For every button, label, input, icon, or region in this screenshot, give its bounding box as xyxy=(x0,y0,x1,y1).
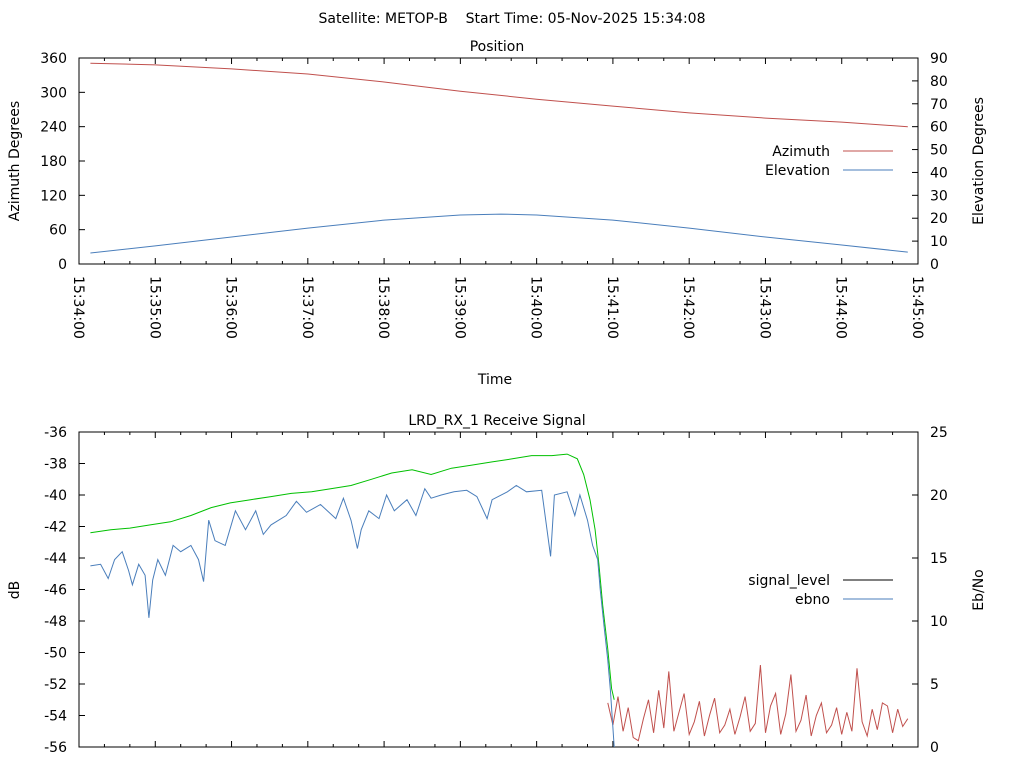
y2-tick-label: 20 xyxy=(930,488,948,504)
figure-title: Satellite: METOP-B Start Time: 05-Nov-202… xyxy=(319,11,706,27)
plot-frame xyxy=(78,57,919,265)
x-tick-label: 15:40:00 xyxy=(528,276,544,339)
y-tick-label: 0 xyxy=(58,257,67,273)
y2-tick-label: 5 xyxy=(930,677,939,693)
elevation-axis-label: Elevation Degrees xyxy=(971,97,987,225)
y-tick-label: -44 xyxy=(44,551,67,567)
y-tick-label: -52 xyxy=(44,677,67,693)
x-tick-label: 15:39:00 xyxy=(451,276,467,339)
x-tick-label: 15:35:00 xyxy=(146,276,162,339)
x-tick-label: 15:41:00 xyxy=(604,276,620,339)
y2-tick-label: 90 xyxy=(930,51,948,67)
y-tick-label: 240 xyxy=(40,120,67,136)
y-tick-label: 360 xyxy=(40,51,67,67)
position-title: Position xyxy=(470,39,525,55)
y-tick-label: -46 xyxy=(44,583,67,599)
y2-tick-label: 0 xyxy=(930,257,939,273)
x-tick-label: 15:36:00 xyxy=(223,276,239,339)
y2-tick-label: 30 xyxy=(930,188,948,204)
y-tick-label: -50 xyxy=(44,646,67,662)
y-tick-label: 120 xyxy=(40,188,67,204)
satellite-name: Satellite: METOP-B xyxy=(319,11,448,27)
y2-tick-label: 40 xyxy=(930,165,948,181)
ebno-axis-label: Eb/No xyxy=(971,569,987,611)
y2-tick-label: 50 xyxy=(930,143,948,159)
x-tick-label: 15:42:00 xyxy=(680,276,696,339)
legend-ebno: ebno xyxy=(795,592,830,608)
y2-tick-label: 10 xyxy=(930,614,948,630)
y-tick-label: -56 xyxy=(44,740,67,756)
y2-tick-label: 25 xyxy=(930,425,948,441)
y-tick-label: 180 xyxy=(40,154,67,170)
y-tick-label: 300 xyxy=(40,85,67,101)
y-tick-label: -38 xyxy=(44,457,67,473)
y2-tick-label: 20 xyxy=(930,211,948,227)
y2-tick-label: 80 xyxy=(930,74,948,90)
y2-tick-label: 0 xyxy=(930,740,939,756)
y2-tick-label: 15 xyxy=(930,551,948,567)
elevation-line xyxy=(90,213,908,254)
azimuth-axis-label: Azimuth Degrees xyxy=(7,101,23,221)
plot-frame xyxy=(78,431,919,748)
legend-signal-level: signal_level xyxy=(748,573,830,589)
y2-tick-label: 60 xyxy=(930,120,948,136)
azimuth-line xyxy=(90,62,908,128)
db-axis-label: dB xyxy=(7,581,23,600)
x-tick-label: 15:38:00 xyxy=(375,276,391,339)
x-tick-label: 15:45:00 xyxy=(909,276,925,339)
ebno-line xyxy=(90,484,615,748)
x-tick-label: 15:34:00 xyxy=(70,276,86,339)
x-tick-label: 15:44:00 xyxy=(833,276,849,339)
y-tick-label: -42 xyxy=(44,520,67,536)
legend-elevation: Elevation xyxy=(765,163,830,179)
position-chart: Position Azimuth Degrees Elevation Degre… xyxy=(7,39,987,388)
start-time: Start Time: 05-Nov-2025 15:34:08 xyxy=(466,11,706,27)
y2-tick-label: 70 xyxy=(930,97,948,113)
time-axis-label: Time xyxy=(477,372,512,388)
y-tick-label: -48 xyxy=(44,614,67,630)
signal-level-line xyxy=(90,453,615,700)
y-tick-label: -40 xyxy=(44,488,67,504)
y-tick-label: 60 xyxy=(49,223,67,239)
noise-line xyxy=(607,665,909,742)
y-tick-label: -36 xyxy=(44,425,67,441)
legend-azimuth: Azimuth xyxy=(772,144,830,160)
position-legend: Azimuth Elevation xyxy=(765,144,893,179)
receive-signal-chart: LRD_RX_1 Receive Signal dB Eb/No -56 -54 -… xyxy=(7,413,987,756)
x-tick-label: 15:43:00 xyxy=(756,276,772,339)
x-tick-label: 15:37:00 xyxy=(299,276,315,339)
signal-legend: signal_level ebno xyxy=(748,573,893,608)
y-tick-label: -54 xyxy=(44,709,67,725)
y2-tick-label: 10 xyxy=(930,234,948,250)
receive-signal-title: LRD_RX_1 Receive Signal xyxy=(408,413,585,429)
